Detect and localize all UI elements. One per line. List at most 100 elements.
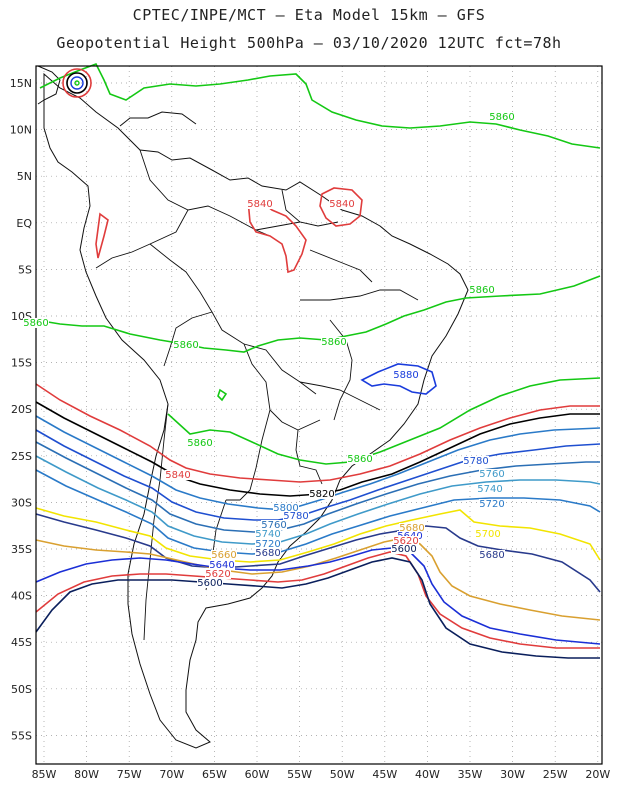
contour-5880 <box>360 363 437 395</box>
contour-label: 5620 <box>393 536 418 547</box>
contour-label-bg <box>197 578 223 588</box>
cyclone-center-outer <box>62 68 92 98</box>
contour-label: 5780 <box>463 456 488 467</box>
contour-label: 5860 <box>173 340 198 351</box>
contour-label: 5700 <box>475 529 500 540</box>
lat-tick-label: 55S <box>11 729 32 742</box>
contour-label: 5680 <box>479 550 504 561</box>
lat-tick-label: 5S <box>18 263 32 276</box>
chart-title: CPTEC/INPE/MCT – Eta Model 15km – GFS <box>132 6 486 24</box>
lat-tick-label: 15S <box>11 357 32 370</box>
contour-label-bg <box>479 499 505 509</box>
lon-tick-label: 85W <box>32 768 57 781</box>
contour-5760 <box>35 441 600 533</box>
contour-label: 5840 <box>247 199 272 210</box>
contour-label-bg <box>283 511 309 521</box>
contour-label-bg <box>255 529 281 539</box>
contour-5600 <box>35 557 600 659</box>
contour-5840-main <box>35 383 600 483</box>
lon-tick-label: 20W <box>585 768 610 781</box>
contour-label: 5640 <box>209 560 234 571</box>
contour-label: 5680 <box>399 523 424 534</box>
contour-5840-north-b <box>319 187 363 227</box>
contour-label-bg <box>173 340 199 350</box>
cyclone-center-dot <box>74 80 80 86</box>
cyclone-center-inner <box>70 76 84 90</box>
contour-label: 5860 <box>23 318 48 329</box>
contour-label-bg <box>469 285 495 295</box>
contour-label: 5860 <box>489 112 514 123</box>
contour-label-bg <box>393 370 419 380</box>
contour-label-bg <box>309 489 335 499</box>
graticule <box>36 66 602 764</box>
contour-5660 <box>35 537 601 621</box>
contour-label: 5740 <box>477 484 502 495</box>
contour-5620 <box>35 551 600 649</box>
contour-label-bg <box>489 112 515 122</box>
lon-tick-label: 45W <box>372 768 397 781</box>
lat-tick-label: 10N <box>10 124 32 137</box>
contour-label: 5880 <box>393 370 418 381</box>
contour-5860-north <box>39 62 601 149</box>
contour-5840-north-a <box>247 199 307 274</box>
contour-label: 5860 <box>187 438 212 449</box>
contour-label-bg <box>479 469 505 479</box>
contour-label-bg <box>211 550 237 560</box>
coastlines <box>37 65 469 749</box>
contour-label-bg <box>261 520 287 530</box>
contour-label: 5840 <box>329 199 354 210</box>
lon-tick-label: 60W <box>245 768 270 781</box>
contour-5720 <box>35 469 601 555</box>
latitude-axis: 15N10N5NEQ5S10S15S20S25S30S35S40S45S50S5… <box>10 77 33 742</box>
longitude-axis: 85W 80W 75W 70W 65W 60W 55W 50W 45W 40W 35W 30W 25W 2… <box>32 768 611 781</box>
contour-5860-south <box>167 377 601 465</box>
chart-subtitle: Geopotential Height 500hPa – 03/10/2020 … <box>56 34 562 52</box>
contour-label-bg <box>475 529 501 539</box>
lon-tick-label: 40W <box>415 768 440 781</box>
contour-label: 5680 <box>255 548 280 559</box>
contour-5680 <box>35 513 601 593</box>
contour-label-bg <box>187 438 213 448</box>
lon-tick-label: 75W <box>117 768 142 781</box>
lon-tick-label: 80W <box>74 768 99 781</box>
contour-label-bg <box>477 484 503 494</box>
contour-label: 5860 <box>321 337 346 348</box>
contour-label: 5860 <box>469 285 494 296</box>
contour-label-bg <box>23 318 49 328</box>
contour-label-bg <box>391 544 417 554</box>
lat-tick-label: 50S <box>11 683 32 696</box>
contour-label-bg <box>463 456 489 466</box>
lon-tick-label: 25W <box>543 768 568 781</box>
lat-tick-label: 5N <box>17 170 32 183</box>
contour-5740 <box>35 455 601 545</box>
contour-5860-central <box>35 275 601 353</box>
contour-label-bg <box>273 503 299 513</box>
contour-label-bg <box>329 199 355 209</box>
lon-tick-label: 65W <box>202 768 227 781</box>
contour-label: 5780 <box>283 511 308 522</box>
contour-label: 5760 <box>261 520 286 531</box>
lon-tick-label: 35W <box>458 768 483 781</box>
contour-labels: 5860 5860 5860 5860 5860 5860 5860 5840 5840 5840… <box>23 112 515 589</box>
contour-label: 5660 <box>211 550 236 561</box>
contour-label: 5720 <box>479 499 504 510</box>
contour-label-bg <box>399 523 425 533</box>
contour-5640 <box>35 547 601 645</box>
contour-label-bg <box>393 536 419 546</box>
contour-label: 5840 <box>165 470 190 481</box>
cyclone-center-mid <box>66 72 88 94</box>
caribbean-coast <box>119 111 197 127</box>
contour-label-bg <box>255 548 281 558</box>
lat-tick-label: 15N <box>10 77 32 90</box>
contour-label: 5600 <box>197 578 222 589</box>
contour-label-bg <box>205 569 231 579</box>
lat-tick-label: 20S <box>11 403 32 416</box>
contour-label-bg <box>255 539 281 549</box>
contour-label-bg <box>479 550 505 560</box>
contour-label-bg <box>165 470 191 480</box>
lon-tick-label: 70W <box>159 768 184 781</box>
contour-label: 5820 <box>309 489 334 500</box>
contour-label-bg <box>347 454 373 464</box>
lon-tick-label: 55W <box>287 768 312 781</box>
